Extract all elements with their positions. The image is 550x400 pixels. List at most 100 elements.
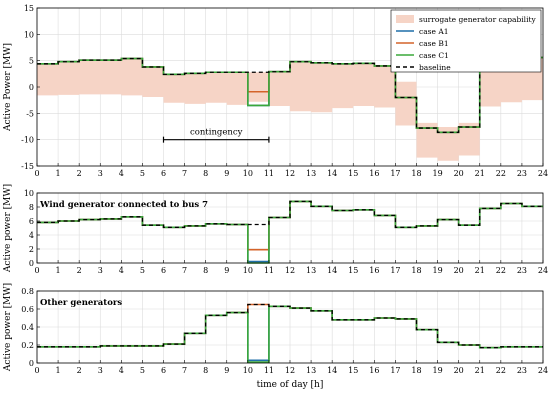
y-axis-label: Active Power [MW] [3,43,13,132]
x-tick-label: 17 [390,366,400,375]
panel-title: Other generators [40,298,122,308]
legend-entry-case-b1: case B1 [419,39,449,48]
x-tick-label: 5 [140,169,145,178]
series-line-baseline [37,303,543,349]
x-tick-label: 0 [34,366,39,375]
x-tick-label: 0 [34,266,39,275]
x-tick-label: 20 [454,266,464,275]
x-tick-label: 1 [56,266,61,275]
x-tick-label: 2 [77,266,82,275]
y-tick-label: 0.8 [21,287,34,296]
x-tick-label: 7 [182,366,187,375]
x-tick-label: 11 [264,169,274,178]
x-tick-label: 23 [517,366,527,375]
x-tick-label: 8 [203,266,208,275]
x-tick-label: 18 [411,366,421,375]
x-tick-label: 16 [369,366,379,375]
x-tick-label: 15 [348,169,358,178]
x-tick-label: 6 [161,266,166,275]
x-tick-label: 7 [182,266,187,275]
panel-other-generators: 0 1 2 3 4 5 6 7 8 9 10 11 12 13 14 15 16 17 18 19 20 21 22 23 24… [3,283,548,390]
x-tick-label: 1 [56,169,61,178]
capability-band [37,55,543,161]
x-tick-label: 10 [243,366,253,375]
x-tick-label: 21 [475,366,485,375]
panel-wind-generator: 0 1 2 3 4 5 6 7 8 9 10 11 12 13 14 15 16 17 18 19 20 21 22 23 24… [3,184,548,275]
panel-title: Wind generator connected to bus 7 [39,200,208,210]
legend-entry-surrogate-generator-capability: surrogate generator capability [419,15,536,24]
x-tick-label: 3 [98,169,103,178]
x-tick-label: 3 [98,266,103,275]
x-tick-label: 15 [348,366,358,375]
x-tick-label: 9 [224,266,229,275]
y-tick-label: 0.2 [21,341,34,350]
x-tick-label: 8 [203,366,208,375]
series-line-baseline [37,200,543,228]
contingency-label: contingency [190,128,243,138]
x-tick-label: 23 [517,266,527,275]
x-tick-label: 24 [538,366,548,375]
x-tick-label: 19 [432,169,442,178]
x-tick-label: 7 [182,169,187,178]
x-tick-label: 24 [538,169,548,178]
x-tick-label: 9 [224,366,229,375]
x-tick-label: 24 [538,266,548,275]
y-tick-label: -15 [21,162,34,171]
x-tick-label: 2 [77,366,82,375]
x-tick-label: 21 [475,169,485,178]
x-tick-label: 22 [496,366,506,375]
y-tick-label: 5 [29,57,34,66]
x-tick-label: 6 [161,366,166,375]
legend-entry-case-c1: case C1 [419,51,449,60]
y-tick-label: 10 [24,30,34,39]
x-tick-label: 17 [390,266,400,275]
x-tick-label: 18 [411,266,421,275]
x-tick-label: 4 [119,169,124,178]
x-tick-label: 14 [327,266,337,275]
x-tick-label: 14 [327,169,337,178]
legend-entry-baseline: baseline [419,63,451,72]
x-tick-label: 19 [432,266,442,275]
x-tick-label: 16 [369,266,379,275]
x-tick-label: 13 [306,169,316,178]
x-tick-label: 3 [98,366,103,375]
x-tick-label: 9 [224,169,229,178]
y-axis-label: Active power [MW] [3,184,13,273]
y-tick-label: 2 [29,245,34,254]
x-axis-label: time of day [h] [257,380,324,390]
series-line-baseline [37,56,543,133]
y-axis-label: Active power [MW] [3,283,13,372]
x-tick-label: 12 [285,169,295,178]
x-tick-label: 13 [306,366,316,375]
legend-swatch-band [396,15,414,23]
x-tick-label: 1 [56,366,61,375]
x-tick-label: 5 [140,366,145,375]
x-tick-label: 20 [454,169,464,178]
legend-box [390,9,542,73]
x-tick-label: 4 [119,266,124,275]
x-tick-label: 11 [264,366,274,375]
x-tick-label: 6 [161,169,166,178]
x-tick-label: 4 [119,366,124,375]
x-tick-label: 12 [285,366,295,375]
x-tick-label: 19 [432,366,442,375]
legend-entry-case-a1: case A1 [419,27,449,36]
y-tick-label: 8 [29,203,34,212]
x-tick-label: 21 [475,266,485,275]
x-tick-label: 18 [411,169,421,178]
x-tick-label: 13 [306,266,316,275]
x-tick-label: 2 [77,169,82,178]
x-tick-label: 8 [203,169,208,178]
y-tick-label: -5 [26,109,34,118]
y-tick-label: 0.4 [21,323,34,332]
panel-active-power: 0 1 2 3 4 5 6 7 8 9 10 11 12 13 14 15 16 17 18 19 20 21 22 23 24… [3,4,548,178]
y-tick-label: 15 [24,4,34,13]
x-tick-label: 16 [369,169,379,178]
y-tick-label: 10 [24,189,34,198]
y-tick-label: 0 [29,259,34,268]
y-tick-label: 0 [29,83,34,92]
x-tick-label: 23 [517,169,527,178]
x-tick-label: 17 [390,169,400,178]
x-tick-label: 14 [327,366,337,375]
